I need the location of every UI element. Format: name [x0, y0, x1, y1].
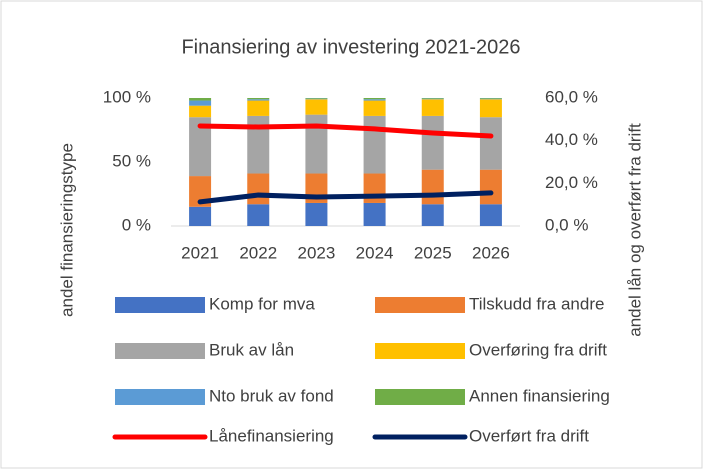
x-tick-label: 2025: [414, 243, 452, 262]
bar-segment: [363, 99, 386, 101]
bar-segment: [479, 204, 502, 226]
bar-segment: [305, 98, 328, 100]
bar-segment: [189, 117, 212, 177]
bar-segment: [479, 169, 502, 205]
bar-segment: [479, 98, 502, 99]
legend-label: Overføring fra drift: [469, 340, 607, 359]
bar-segment: [247, 173, 270, 205]
x-tick-label: 2022: [239, 243, 277, 262]
bar-segment: [305, 114, 328, 174]
bar-segment: [363, 100, 386, 116]
y2-tick-label: 60,0 %: [545, 87, 598, 106]
y2-tick-label: 40,0 %: [545, 130, 598, 149]
x-tick-label: 2024: [356, 243, 394, 262]
y-tick-label: 50 %: [112, 151, 151, 170]
bar-segment: [421, 169, 444, 205]
bar-segment: [305, 202, 328, 226]
y2-axis-title: andel lån og overført fra drift: [625, 123, 644, 337]
legend-swatch: [115, 297, 205, 313]
x-tick-label: 2023: [298, 243, 336, 262]
legend-label: Komp for mva: [209, 294, 315, 313]
bar-segment: [363, 98, 386, 100]
legend-label: Nto bruk av fond: [209, 386, 334, 405]
y2-tick-label: 0,0 %: [545, 215, 588, 234]
bar-segment: [189, 206, 212, 226]
bar-segment: [247, 115, 270, 174]
legend-label: Bruk av lån: [209, 340, 294, 359]
bar-segment: [363, 115, 386, 174]
legend-swatch: [115, 343, 205, 359]
bar-segment: [247, 204, 270, 226]
chart-title: Finansiering av investering 2021-2026: [181, 36, 520, 58]
bar-segment: [189, 105, 212, 118]
bar-segment: [189, 100, 212, 106]
bar-segment: [305, 98, 328, 99]
bar-segment: [189, 98, 212, 101]
y-axis-title: andel finansieringstype: [57, 143, 76, 317]
y-tick-label: 0 %: [122, 215, 151, 234]
bar-segment: [479, 117, 502, 170]
bar-segment: [421, 98, 444, 100]
legend-swatch: [375, 297, 465, 313]
bar-segment: [247, 99, 270, 101]
bar-segment: [363, 202, 386, 226]
bar-segment: [421, 99, 444, 116]
legend-swatch: [375, 389, 465, 405]
bar-segment: [479, 98, 502, 100]
bar-segment: [247, 100, 270, 116]
bar-segment: [421, 115, 444, 170]
legend-swatch: [115, 389, 205, 405]
y2-tick-label: 20,0 %: [545, 173, 598, 192]
x-tick-label: 2026: [472, 243, 510, 262]
line-series: [197, 190, 494, 205]
line-series: [197, 123, 494, 139]
bar-segment: [479, 99, 502, 118]
bar-segment: [421, 98, 444, 99]
bar-segment: [421, 204, 444, 226]
legend-label: Annen finansiering: [469, 386, 610, 405]
y-tick-label: 100 %: [103, 87, 151, 106]
legend-label: Lånefinansiering: [209, 426, 334, 445]
bar-segment: [247, 98, 270, 100]
bar-segment: [305, 99, 328, 115]
legend-label: Tilskudd fra andre: [469, 294, 604, 313]
x-tick-label: 2021: [181, 243, 219, 262]
legend-swatch: [375, 343, 465, 359]
legend-label: Overført fra drift: [469, 426, 589, 445]
